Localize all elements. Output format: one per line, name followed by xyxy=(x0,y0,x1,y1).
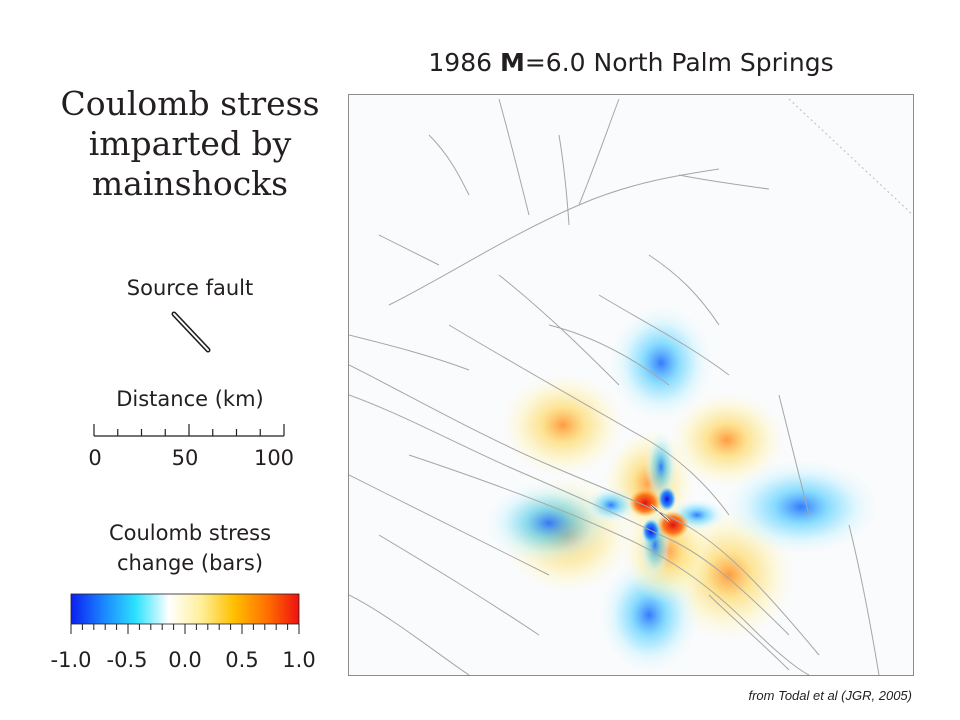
side-title-line-1: Coulomb stress xyxy=(60,84,320,123)
fault-line xyxy=(708,594,790,671)
negative-lobe-w xyxy=(485,481,613,565)
fault-line xyxy=(348,394,790,636)
colorbar-tick-minus-0-5: -0.5 xyxy=(106,648,148,672)
colorbar-label: Coulomb stress change (bars) xyxy=(40,518,340,578)
fault-line xyxy=(378,234,440,266)
distance-tick-50: 50 xyxy=(171,446,199,470)
coulomb-stress-map xyxy=(348,94,914,676)
map-title-magnitude: M xyxy=(499,48,525,77)
distance-label: Distance (km) xyxy=(116,387,264,411)
negative-inner-w xyxy=(585,487,637,523)
positive-lobe-nw xyxy=(501,373,625,477)
fault-line xyxy=(778,394,810,516)
distance-tick-100: 100 xyxy=(253,446,295,470)
colorbar-tick-minus-1: -1.0 xyxy=(50,648,92,672)
distance-scale-bar xyxy=(93,424,285,437)
fault-line xyxy=(348,474,550,576)
fault-line xyxy=(388,168,720,306)
fault-line xyxy=(448,324,730,516)
fault-line xyxy=(428,134,470,196)
fault-line xyxy=(378,534,540,636)
positive-lobe-ne xyxy=(669,392,785,488)
fault-line xyxy=(848,524,880,676)
stress-field xyxy=(485,305,879,673)
fault-line xyxy=(648,254,720,326)
fault-line xyxy=(598,294,730,376)
colorbar-label-line-1: Coulomb stress xyxy=(108,521,272,545)
colorbar-tick-0: 0.0 xyxy=(168,648,202,672)
fault-line xyxy=(558,134,570,226)
fault-line xyxy=(498,274,620,386)
fault-line xyxy=(548,324,670,386)
fault-line xyxy=(348,364,820,656)
fault-lines xyxy=(348,98,880,676)
source-credit: from Todal et al (JGR, 2005) xyxy=(748,688,912,703)
colorbar xyxy=(70,593,300,634)
colorbar-tick-1: 1.0 xyxy=(282,648,316,672)
colorbar-tick-0-5: 0.5 xyxy=(225,648,259,672)
map-title-prefix: 1986 xyxy=(428,48,500,77)
side-title-line-2: imparted by xyxy=(88,124,292,163)
fault-line xyxy=(348,334,470,371)
distance-tick-0: 0 xyxy=(88,446,102,470)
source-fault-label: Source fault xyxy=(126,276,254,300)
fault-line xyxy=(498,98,530,216)
colorbar-label-line-2: change (bars) xyxy=(116,551,264,575)
source-fault-symbol xyxy=(171,311,211,353)
map-title-suffix: =6.0 North Palm Springs xyxy=(524,48,834,77)
peak-negative-ne xyxy=(658,487,676,511)
map-title: 1986 M=6.0 North Palm Springs xyxy=(348,48,914,78)
negative-inner-n xyxy=(645,431,677,503)
fault-line xyxy=(678,174,770,190)
fault-line xyxy=(578,98,620,206)
fault-line xyxy=(408,454,810,676)
peak-positive-nw xyxy=(629,489,661,517)
map-canvas xyxy=(348,98,914,676)
fault-line xyxy=(348,594,470,676)
side-title: Coulomb stress imparted by mainshocks xyxy=(40,84,340,204)
negative-lobe-n xyxy=(609,305,713,421)
side-title-line-3: mainshocks xyxy=(91,164,289,203)
negative-lobe-e xyxy=(723,459,879,555)
dotted-boundary xyxy=(788,98,914,216)
